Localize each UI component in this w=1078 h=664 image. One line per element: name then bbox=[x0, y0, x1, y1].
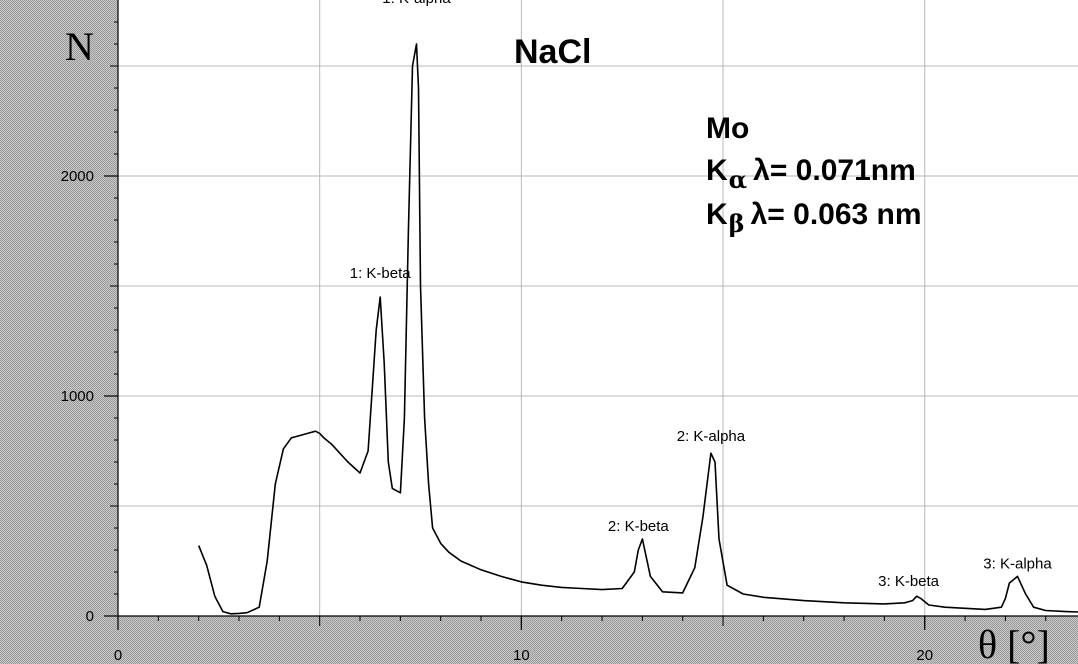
k-beta-subscript: β bbox=[729, 209, 745, 238]
info-k-alpha: Kα λ= 0.071nm bbox=[706, 154, 916, 194]
info-k-beta: Kβ λ= 0.063 nm bbox=[706, 198, 922, 238]
y-tick-label: 2000 bbox=[61, 168, 94, 185]
k-alpha-symbol: K bbox=[706, 154, 728, 187]
axis-ticks: 0 10 20 0 1000 2000 bbox=[61, 21, 1047, 664]
x-tick-label: 20 bbox=[916, 647, 933, 664]
k-beta-symbol: K bbox=[706, 198, 728, 231]
info-element: Mo bbox=[706, 112, 749, 145]
x-tick-label: 0 bbox=[114, 647, 122, 664]
plot-area bbox=[118, 0, 1078, 616]
peak-annotations: 1: K-alpha 1: K-beta 2: K-alpha 2: K-beta 3:… bbox=[350, 0, 1053, 590]
k-beta-text: λ= 0.063 nm bbox=[751, 198, 922, 231]
peak-label: 2: K-alpha bbox=[677, 428, 746, 445]
grid-lines bbox=[118, 0, 1078, 616]
peak-label: 1: K-alpha bbox=[382, 0, 451, 7]
series-line-intensity bbox=[197, 43, 1078, 615]
y-tick-label: 1000 bbox=[61, 388, 94, 405]
wavelength-info: Mo Kα λ= 0.071nm Kβ λ= 0.063 nm bbox=[706, 112, 922, 238]
k-alpha-text: λ= 0.071nm bbox=[753, 154, 916, 187]
peak-label: 2: K-beta bbox=[608, 518, 670, 535]
peak-label: 3: K-beta bbox=[878, 573, 940, 590]
x-axis-label: θ [°] bbox=[978, 622, 1050, 664]
chart-title: NaCl bbox=[514, 33, 591, 71]
peak-label: 3: K-alpha bbox=[983, 555, 1052, 572]
x-axis-gutter bbox=[0, 616, 1078, 664]
x-tick-label: 10 bbox=[513, 647, 530, 664]
y-axis-label: N bbox=[65, 24, 94, 69]
y-tick-label: 0 bbox=[86, 608, 94, 625]
k-alpha-subscript: α bbox=[729, 165, 747, 194]
peak-label: 1: K-beta bbox=[350, 265, 412, 282]
y-axis-gutter bbox=[0, 0, 118, 616]
